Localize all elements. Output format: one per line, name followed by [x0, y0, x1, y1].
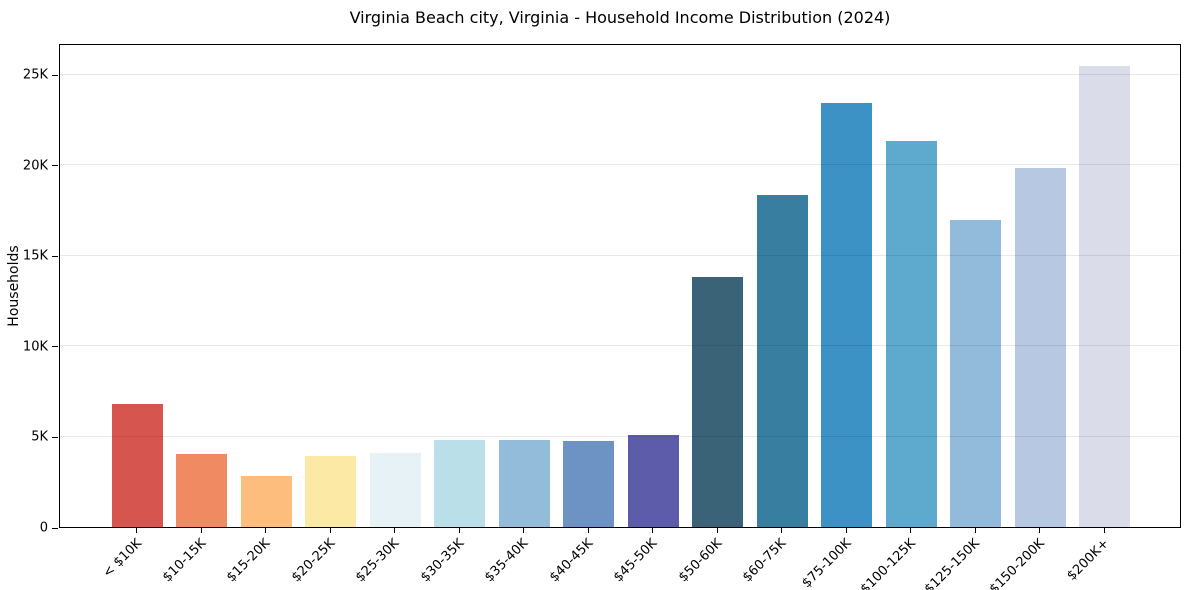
bar-75100k [821, 103, 872, 527]
y-tick-mark [52, 436, 58, 438]
x-tick-label: $30-35K [417, 536, 468, 586]
x-tick-mark [845, 528, 847, 533]
x-tick-label: $50-60K [675, 536, 726, 586]
x-tick-label: $10-15K [159, 536, 210, 586]
x-tick-label: $125-150K [922, 536, 984, 590]
y-tick-label: 0 [39, 520, 48, 536]
y-tick-mark [52, 74, 58, 76]
x-tick-mark [1103, 528, 1105, 533]
x-tick-label: $40-45K [546, 536, 597, 586]
bar-5060k [692, 276, 743, 527]
gridline-15k [60, 254, 1180, 256]
bar-1520k [240, 476, 292, 527]
y-tick-label: 10K [22, 339, 48, 355]
x-tick-label: $45-50K [611, 536, 661, 586]
bar-6075k [756, 195, 808, 527]
bar-10k [111, 404, 163, 527]
x-tick-label: $60-75K [740, 536, 790, 586]
x-tick-mark [910, 528, 911, 533]
y-tick-label: 15K [22, 248, 48, 264]
x-tick-mark [587, 528, 589, 533]
x-tick-label: $100-125K [857, 536, 919, 590]
bar-125150k [950, 219, 1001, 527]
bar-4045k [563, 440, 614, 527]
gridline-25k [60, 73, 1180, 75]
x-tick-mark [974, 528, 976, 533]
chart-title: Virginia Beach city, Virginia - Househol… [349, 8, 891, 27]
x-tick-mark [329, 528, 331, 533]
x-tick-mark [265, 528, 266, 533]
y-tick-mark [52, 165, 58, 167]
x-tick-label: $35-40K [482, 536, 532, 586]
y-axis-label: Households [6, 245, 22, 327]
x-tick-label: $75-100K [799, 536, 855, 590]
y-tick-label: 5K [31, 429, 48, 445]
bar-100125k [885, 141, 937, 527]
x-tick-label: $150-200K [986, 536, 1048, 590]
bar-4550k [627, 435, 679, 527]
x-tick-label: < $10K [99, 536, 145, 581]
bar-3540k [498, 439, 550, 527]
bar-2025k [305, 456, 356, 527]
bar-200k [1079, 66, 1130, 527]
gridline-10k [60, 345, 1180, 347]
x-tick-mark [200, 528, 202, 533]
y-tick-mark [52, 527, 58, 529]
x-tick-mark [136, 528, 137, 533]
y-tick-mark [52, 255, 58, 257]
gridline-20k [60, 164, 1180, 166]
bar-150200k [1014, 168, 1066, 527]
y-tick-mark [52, 346, 58, 348]
x-tick-mark [458, 528, 460, 533]
bar-1015k [176, 454, 227, 527]
bar-3035k [434, 440, 485, 527]
x-tick-label: $20-25K [288, 536, 339, 586]
x-tick-mark [394, 528, 395, 533]
x-tick-label: $200K+ [1064, 536, 1113, 584]
x-tick-mark [781, 528, 782, 533]
x-tick-label: $25-30K [353, 536, 403, 586]
x-tick-mark [1039, 528, 1040, 533]
plot-area [59, 44, 1181, 528]
y-tick-label: 25K [22, 67, 48, 83]
x-tick-mark [523, 528, 524, 533]
y-tick-label: 20K [22, 158, 48, 174]
x-tick-mark [716, 528, 718, 533]
gridline-5k [60, 435, 1180, 437]
x-tick-label: $15-20K [224, 536, 274, 586]
x-tick-mark [652, 528, 653, 533]
bar-2530k [369, 453, 421, 527]
